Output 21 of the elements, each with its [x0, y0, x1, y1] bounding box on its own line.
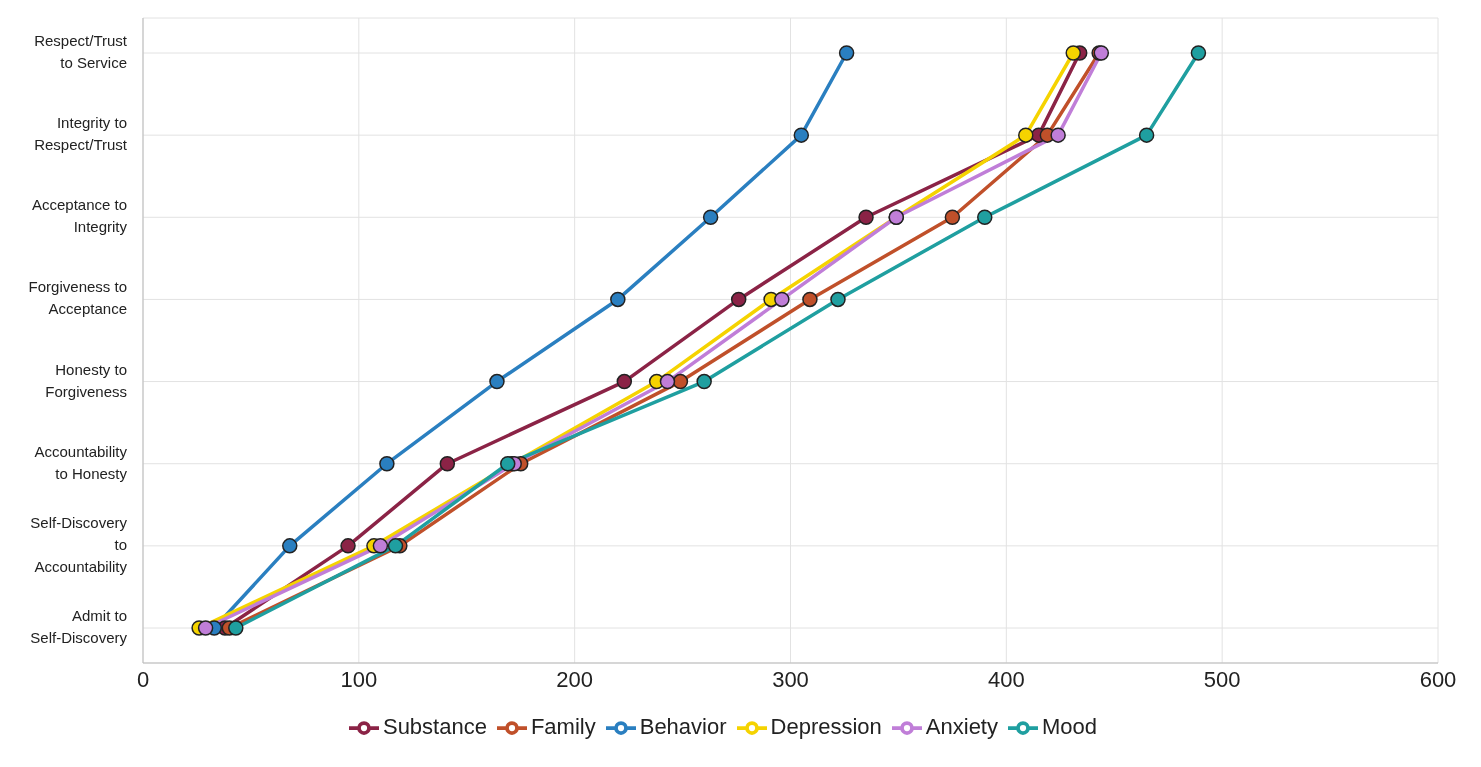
x-tick-label: 600: [1419, 666, 1457, 692]
x-tick-label: 0: [136, 666, 150, 692]
legend-label: Behavior: [639, 713, 727, 739]
y-tick-label: Self-Discovery to Accountability: [30, 513, 128, 575]
y-tick-label: Respect/Trust to Service: [34, 31, 128, 71]
x-tick-label: 200: [556, 666, 594, 692]
legend-label: Anxiety: [925, 713, 998, 739]
y-tick-label: Forgiveness to Acceptance: [28, 278, 127, 318]
y-tick-label: Integrity to Respect/Trust: [34, 114, 128, 154]
legend-label: Family: [530, 713, 596, 739]
y-tick-label: Acceptance to Integrity: [31, 196, 128, 236]
x-tick-label: 500: [1203, 666, 1241, 692]
x-tick-label: 100: [340, 666, 378, 692]
y-tick-label: Honesty to Forgiveness: [45, 360, 127, 400]
legend-label: Mood: [1041, 713, 1098, 739]
legend-label: Depression: [770, 713, 882, 739]
legend-label: Substance: [382, 713, 487, 739]
x-tick-label: 400: [987, 666, 1025, 692]
x-tick-label: 300: [772, 666, 809, 692]
y-tick-label: Accountability to Honesty: [34, 442, 128, 482]
y-tick-label: Admit to Self-Discovery: [30, 606, 128, 646]
